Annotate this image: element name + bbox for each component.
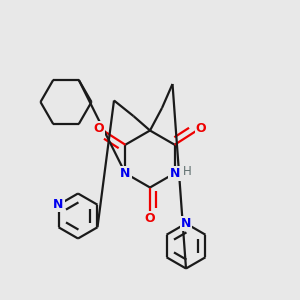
Text: O: O [196,122,206,135]
Text: H: H [183,165,192,178]
Text: O: O [145,212,155,225]
Text: N: N [53,198,64,211]
Text: O: O [94,122,104,135]
Text: N: N [181,217,191,230]
Text: N: N [120,167,130,180]
Text: N: N [169,167,180,180]
